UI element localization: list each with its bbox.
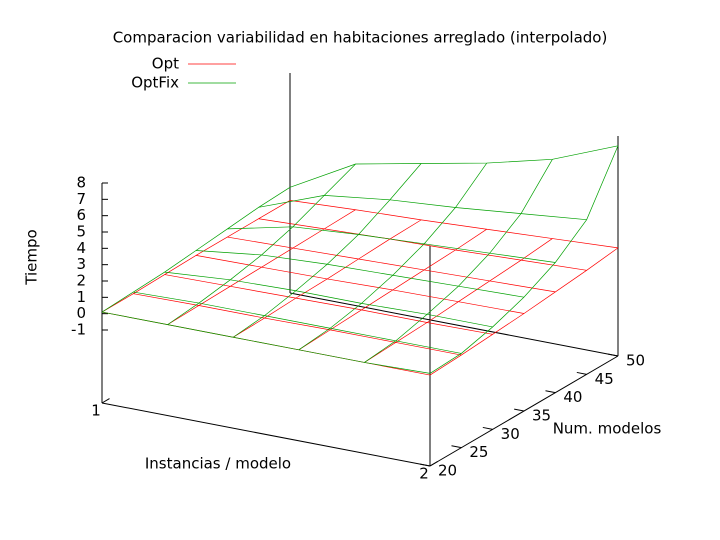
surface-line	[258, 195, 587, 221]
surface-line	[227, 226, 556, 263]
y-tick	[576, 371, 587, 375]
surface-line	[227, 236, 556, 293]
z-tick-label: 0	[76, 304, 86, 322]
y-tick-label: 40	[563, 388, 582, 406]
y-tick-label: 50	[626, 352, 645, 370]
z-tick-label: 1	[76, 288, 86, 306]
legend-label: Opt	[152, 55, 179, 73]
surface-line	[298, 228, 487, 351]
surface-line	[195, 250, 525, 298]
y-tick	[482, 426, 493, 430]
z-tick-label: 5	[76, 223, 86, 241]
chart-title: Comparacion variabilidad en habitaciones…	[113, 29, 608, 47]
surface-line	[101, 200, 291, 313]
surface-line	[233, 163, 422, 338]
surface-line	[298, 162, 488, 351]
y-tick-label: 20	[438, 462, 457, 480]
z-axis-label: Tiempo	[23, 229, 41, 285]
y-tick-label: 30	[501, 425, 520, 443]
surface-line	[233, 219, 422, 338]
legend-label: OptFix	[131, 74, 179, 92]
z-tick-label: 6	[76, 206, 86, 224]
box-edge	[289, 292, 619, 357]
surface-line	[133, 291, 462, 354]
y-tick	[451, 445, 462, 449]
x-tick	[101, 398, 110, 404]
z-tick-label: 2	[76, 272, 86, 290]
surface-line	[195, 255, 525, 314]
x-tick-label: 2	[419, 465, 429, 483]
surface-line	[164, 274, 493, 335]
x-axis	[101, 402, 431, 467]
surface-line	[101, 311, 431, 374]
surface-line	[289, 200, 619, 249]
z-tick-label: 8	[76, 174, 86, 192]
surface-line	[258, 218, 587, 271]
surface-line	[289, 145, 619, 188]
y-axis-label: Num. modelos	[553, 420, 662, 438]
surface-line	[133, 293, 462, 356]
y-tick	[545, 390, 556, 394]
y-tick-label: 25	[469, 443, 488, 461]
y-tick	[420, 463, 431, 467]
x-axis-label: Instancias / modelo	[145, 455, 291, 473]
y-tick-label: 35	[532, 407, 551, 425]
surface-line	[164, 271, 493, 328]
y-tick-label: 45	[595, 370, 614, 388]
y-tick	[514, 408, 525, 412]
surface-line	[429, 145, 619, 374]
surface-line	[364, 238, 553, 363]
z-tick-label: 4	[76, 239, 86, 257]
y-tick	[608, 353, 619, 357]
z-tick-label: 7	[76, 190, 86, 208]
surface-line	[101, 187, 291, 313]
surface-line	[429, 247, 619, 376]
z-tick-label: 3	[76, 255, 86, 273]
z-tick-label: -1	[71, 321, 86, 339]
x-tick	[429, 461, 438, 467]
x-tick-label: 1	[91, 402, 101, 420]
